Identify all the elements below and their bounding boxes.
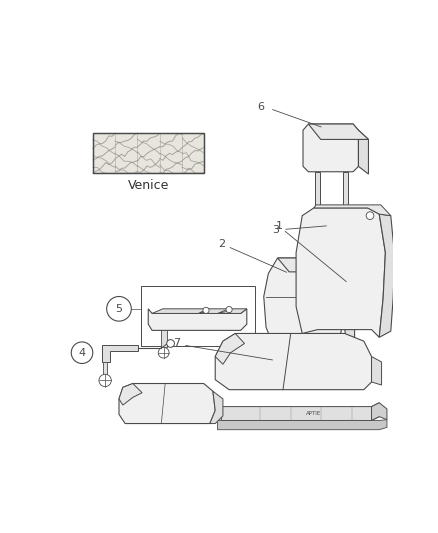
Text: Venice: Venice	[128, 179, 170, 192]
Text: 6: 6	[257, 102, 264, 112]
Polygon shape	[221, 403, 379, 421]
Polygon shape	[102, 345, 138, 362]
Circle shape	[167, 340, 174, 348]
Polygon shape	[218, 310, 228, 313]
Polygon shape	[218, 419, 387, 430]
Polygon shape	[314, 205, 391, 216]
Polygon shape	[264, 258, 347, 358]
Polygon shape	[343, 172, 348, 216]
Circle shape	[71, 342, 93, 364]
Text: 1: 1	[276, 221, 283, 231]
Bar	[93, 133, 205, 173]
Text: 2: 2	[219, 239, 226, 249]
Circle shape	[107, 296, 131, 321]
Polygon shape	[103, 362, 107, 376]
Polygon shape	[371, 357, 381, 385]
Polygon shape	[119, 384, 215, 424]
Polygon shape	[198, 310, 206, 313]
Circle shape	[326, 216, 337, 227]
Polygon shape	[329, 227, 334, 244]
Polygon shape	[315, 172, 320, 216]
Text: 4: 4	[78, 348, 85, 358]
Circle shape	[99, 374, 111, 386]
Polygon shape	[303, 124, 358, 172]
Polygon shape	[119, 384, 142, 405]
Polygon shape	[148, 309, 247, 330]
Polygon shape	[215, 334, 371, 390]
Polygon shape	[371, 403, 387, 421]
Polygon shape	[308, 124, 368, 140]
Polygon shape	[161, 330, 167, 348]
Polygon shape	[296, 208, 385, 337]
Polygon shape	[215, 334, 244, 364]
Polygon shape	[93, 133, 205, 173]
Polygon shape	[358, 130, 368, 174]
Text: APTIE: APTIE	[306, 411, 321, 416]
Polygon shape	[210, 391, 223, 424]
Polygon shape	[248, 346, 258, 352]
Text: 7: 7	[173, 338, 180, 349]
Polygon shape	[278, 258, 355, 296]
Circle shape	[158, 348, 169, 358]
Text: 5: 5	[116, 304, 123, 314]
Circle shape	[366, 212, 374, 220]
Polygon shape	[379, 214, 395, 337]
Text: 3: 3	[272, 224, 279, 235]
Polygon shape	[343, 289, 355, 350]
Polygon shape	[152, 309, 247, 313]
Circle shape	[226, 306, 232, 313]
Circle shape	[203, 308, 209, 313]
Circle shape	[328, 264, 335, 270]
Circle shape	[328, 313, 335, 319]
